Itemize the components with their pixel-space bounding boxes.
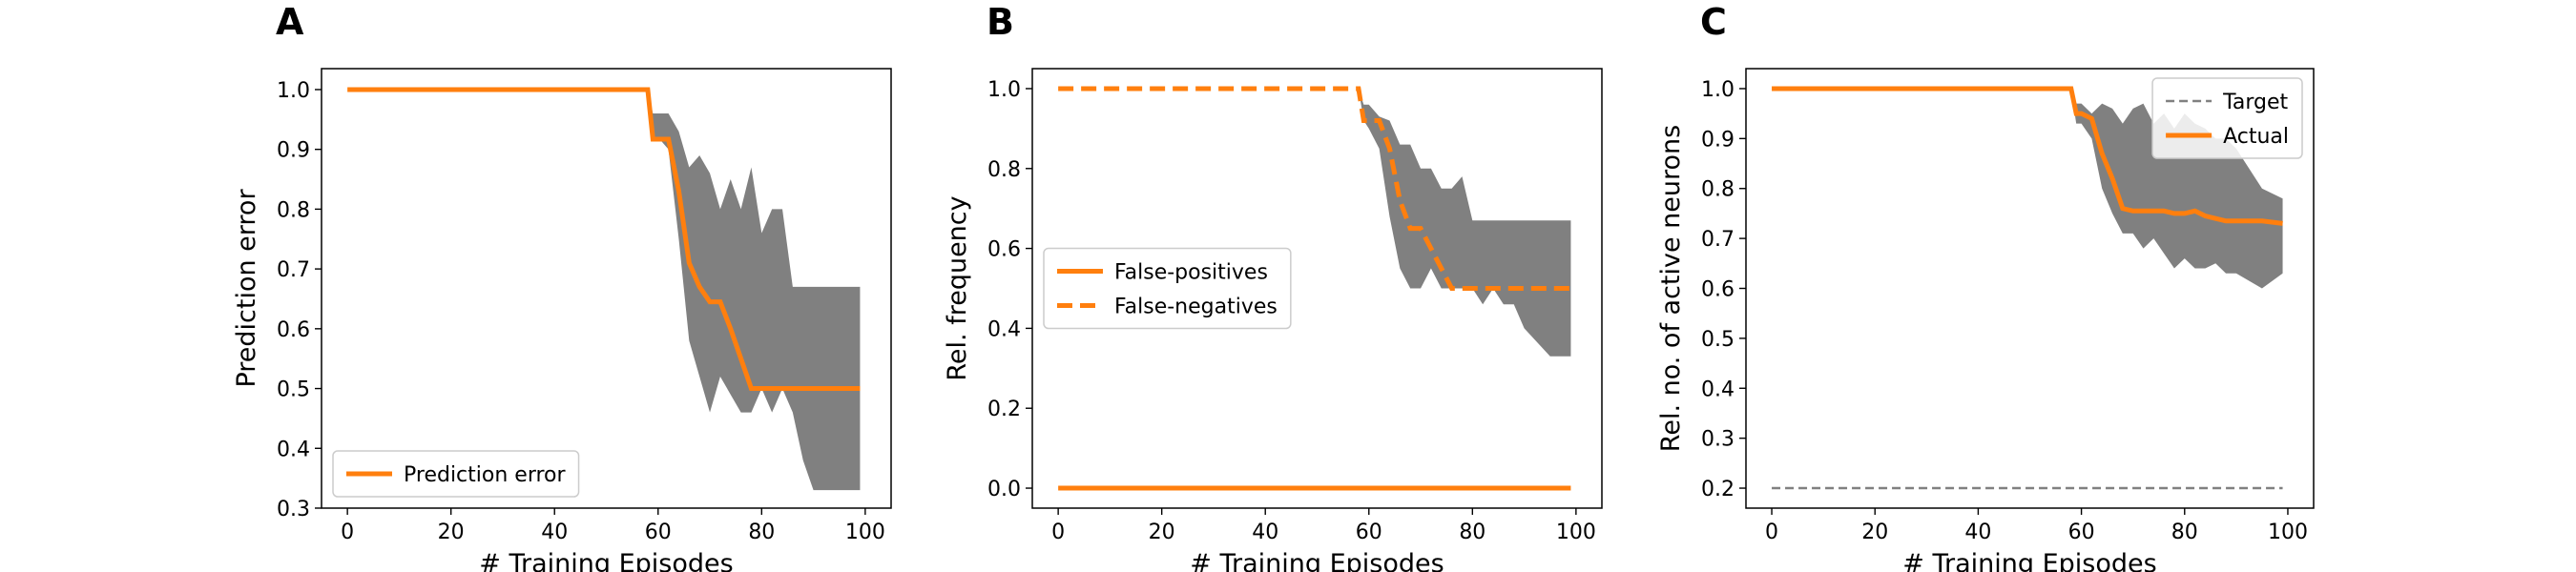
x-tick-label: 80 [1459, 521, 1485, 544]
y-axis-label: Rel. no. of active neurons [1656, 125, 1686, 452]
y-tick-label: 0.6 [1701, 278, 1735, 302]
legend-label: Target [2222, 91, 2288, 114]
y-tick-label: 0.8 [277, 198, 310, 222]
panel-title: A [276, 1, 304, 43]
band [347, 89, 861, 491]
y-tick-label: 0.3 [277, 498, 310, 521]
x-axis-label: # Training Episodes [1190, 549, 1444, 572]
legend-label: Prediction error [404, 463, 566, 487]
x-tick-label: 40 [1252, 521, 1278, 544]
x-tick-label: 0 [1051, 521, 1065, 544]
y-tick-label: 0.7 [1701, 228, 1735, 252]
x-tick-label: 60 [2068, 521, 2095, 544]
y-tick-label: 1.0 [987, 78, 1021, 102]
y-tick-label: 0.4 [1701, 378, 1735, 401]
y-tick-label: 0.6 [987, 238, 1021, 262]
y-tick-label: 0.9 [277, 139, 310, 163]
legend-label: False-negatives [1114, 296, 1278, 319]
x-tick-label: 20 [438, 521, 465, 544]
x-tick-label: 100 [845, 521, 885, 544]
y-tick-label: 0.8 [1701, 178, 1735, 202]
x-tick-label: 0 [341, 521, 354, 544]
panel: A 0.3 0.4 0.5 0.6 0.7 0.8 0.9 1.0 0 20 40 60 80 100 # T… [232, 1, 892, 572]
legend: Prediction error [332, 450, 580, 498]
x-axis-label: # Training Episodes [479, 549, 733, 572]
x-tick-label: 60 [645, 521, 672, 544]
line [1772, 86, 2283, 226]
y-axis-label: Rel. frequency [943, 195, 972, 380]
x-tick-label: 60 [1356, 521, 1382, 544]
band [1058, 88, 1571, 357]
y-tick-label: 0.5 [1701, 328, 1735, 352]
y-tick-label: 1.0 [277, 79, 310, 103]
legend-label: False-positives [1114, 261, 1268, 285]
legend-box [2151, 77, 2303, 159]
x-tick-label: 40 [1964, 521, 1991, 544]
y-tick-label: 0.3 [1701, 428, 1735, 452]
plot-frame [321, 68, 892, 509]
y-tick-label: 0.6 [277, 318, 310, 342]
y-tick-label: 0.8 [987, 158, 1021, 182]
y-tick-label: 0.0 [987, 478, 1021, 501]
legend: False-positives False-negatives [1043, 247, 1292, 330]
x-axis-label: # Training Episodes [1902, 549, 2156, 572]
y-tick-label: 0.7 [277, 258, 310, 282]
panel: B 0.0 0.2 0.4 0.6 0.8 1.0 0 20 40 60 80 100 # Trainin… [943, 1, 1603, 572]
y-tick-label: 0.4 [987, 317, 1021, 341]
y-tick-label: 0.2 [987, 398, 1021, 421]
line [347, 87, 861, 392]
x-tick-label: 0 [1765, 521, 1778, 544]
panel-title: B [987, 1, 1014, 43]
x-tick-label: 100 [1556, 521, 1596, 544]
legend-label: Actual [2223, 125, 2289, 149]
x-tick-label: 20 [1149, 521, 1175, 544]
line [1058, 86, 1571, 291]
plot-frame [1745, 68, 2315, 509]
legend-box [332, 450, 580, 498]
legend: Target Actual [2151, 77, 2303, 159]
x-tick-label: 20 [1861, 521, 1888, 544]
panel-title: C [1700, 1, 1727, 43]
plot-frame [1031, 68, 1603, 509]
y-tick-label: 0.9 [1701, 128, 1735, 152]
y-tick-label: 0.2 [1701, 478, 1735, 501]
legend-box [1043, 247, 1292, 330]
x-tick-label: 80 [2171, 521, 2198, 544]
y-tick-label: 1.0 [1701, 78, 1735, 102]
x-tick-label: 40 [541, 521, 568, 544]
y-tick-label: 0.5 [277, 378, 310, 402]
x-tick-label: 80 [748, 521, 775, 544]
x-tick-label: 100 [2268, 521, 2308, 544]
y-tick-label: 0.4 [277, 438, 310, 461]
y-axis-label: Prediction error [232, 189, 261, 388]
panel: C 0.2 0.3 0.4 0.5 0.6 0.7 0.8 0.9 1.0 0 20 40 60 80 100… [1656, 1, 2315, 572]
